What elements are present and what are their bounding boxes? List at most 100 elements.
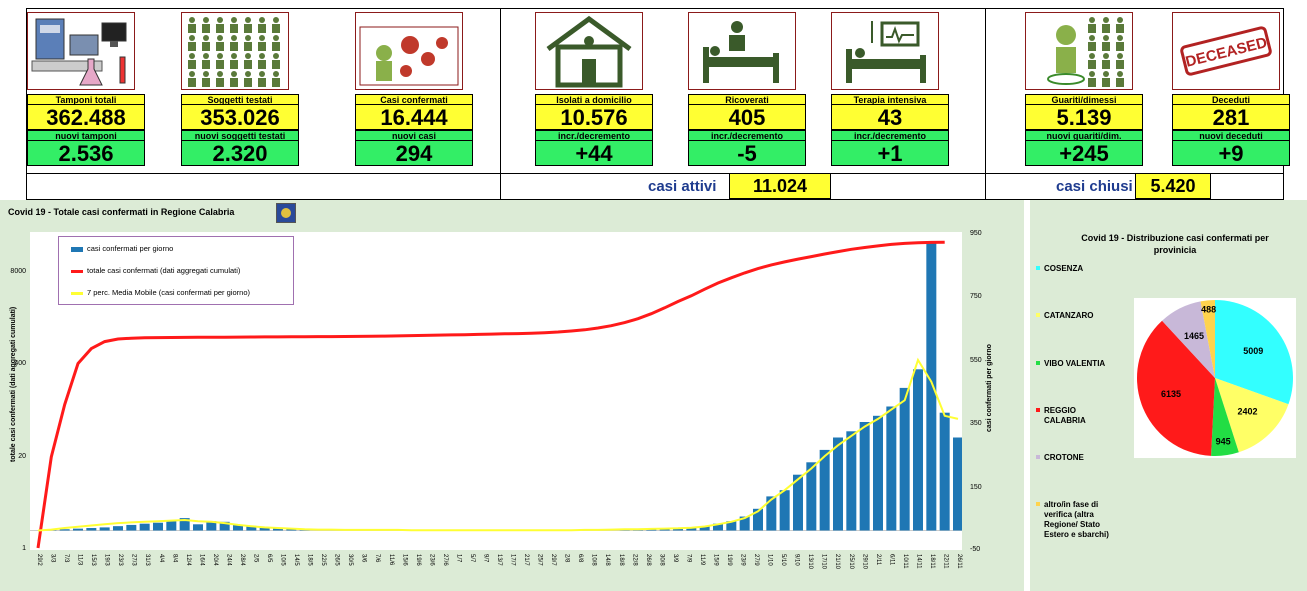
x-tick-label: 2/8 xyxy=(564,554,570,563)
daily-bar xyxy=(913,369,923,531)
daily-bar xyxy=(233,524,243,531)
daily-bar xyxy=(179,518,190,531)
closed-cases-label: casi chiusi xyxy=(1056,178,1133,195)
province-pie: 5009 2402 945 6135 1465 488 xyxy=(1137,300,1293,457)
stat-sublabel: incr./decremento xyxy=(688,130,806,141)
pie-value-label: 488 xyxy=(1201,305,1216,315)
x-tick-label: 22/8 xyxy=(631,554,637,566)
daily-bar xyxy=(686,527,697,531)
virus-person-icon xyxy=(355,12,463,90)
y2-tick: 950 xyxy=(970,230,982,237)
x-tick-label: 13/10 xyxy=(807,554,813,570)
pie-title: Covid 19 - Distribuzione casi confermati… xyxy=(1081,233,1269,255)
daily-bar xyxy=(153,522,163,531)
daily-bar xyxy=(673,528,683,531)
x-tick-label: 2/11 xyxy=(875,554,881,566)
summary-panel: DECEASED Tamponi totali 362.488 nuovi ta… xyxy=(26,8,1290,200)
group-divider xyxy=(500,9,501,199)
stat-sublabel: nuovi tamponi xyxy=(27,130,145,141)
x-tick-label: 15/9 xyxy=(712,554,718,566)
daily-bar xyxy=(59,529,70,531)
daily-bar xyxy=(886,406,897,531)
x-tick-label: 18/5 xyxy=(307,554,313,566)
stat-label: Terapia intensiva xyxy=(831,94,949,105)
x-tick-label: 7/9 xyxy=(685,554,691,563)
x-tick-label: 22/11 xyxy=(942,554,948,569)
x-tick-label: 27/6 xyxy=(442,554,448,566)
x-tick-label: 7/3 xyxy=(63,554,69,563)
x-tick-label: 23/3 xyxy=(117,554,123,566)
legend-label: totale casi confermati (dati aggregati c… xyxy=(87,266,241,275)
x-axis-labels: 29/2 3/3 7/3 11/3 15/3 19/3 23/3 27/3 31/3 4/4 8/4… xyxy=(36,554,962,570)
daily-bar xyxy=(846,431,857,531)
chart-legend: casi confermati per giorno totale casi c… xyxy=(58,236,294,305)
daily-bar xyxy=(259,527,270,531)
x-tick-label: 3/6 xyxy=(361,554,367,563)
stat-label: Casi confermati xyxy=(355,94,473,105)
stat-sublabel: nuovi soggetti testati xyxy=(181,130,299,141)
daily-bar xyxy=(73,528,83,531)
pie-legend-label: COSENZA xyxy=(1044,264,1084,273)
daily-bar xyxy=(86,528,97,531)
daily-bar xyxy=(953,437,963,531)
pie-slice xyxy=(1211,378,1239,457)
x-tick-label: 10/11 xyxy=(902,554,908,569)
legend-swatch xyxy=(71,269,83,273)
stat-value: 5.139 xyxy=(1025,105,1143,130)
x-tick-label: 17/7 xyxy=(510,554,516,566)
x-tick-label: 6/11 xyxy=(888,554,894,566)
x-tick-label: 15/6 xyxy=(401,554,407,566)
x-tick-label: 24/4 xyxy=(225,554,231,566)
stat-value: 281 xyxy=(1172,105,1290,130)
x-tick-label: 3/9 xyxy=(672,554,678,563)
x-tick-label: 9/7 xyxy=(482,554,488,563)
daily-bar xyxy=(819,449,830,531)
x-tick-label: 21/10 xyxy=(834,554,840,570)
deceased-stamp-icon: DECEASED xyxy=(1172,12,1280,90)
x-tick-label: 25/10 xyxy=(848,554,854,570)
daily-bar xyxy=(126,524,137,531)
daily-bar xyxy=(699,526,710,531)
stat-terapia: Terapia intensiva 43 incr./decremento +1 xyxy=(831,94,949,166)
x-tick-label: 30/5 xyxy=(347,554,353,566)
region-emblem-icon xyxy=(276,203,296,223)
stat-subvalue: +44 xyxy=(535,141,653,166)
x-tick-label: 18/11 xyxy=(929,554,935,569)
y-axis-label: totale casi confermati (dati aggregati c… xyxy=(10,306,17,462)
daily-bar xyxy=(246,525,257,531)
icu-bed-icon xyxy=(831,12,939,90)
legend-label: 7 perc. Media Mobile (casi confermati pe… xyxy=(87,288,250,297)
stat-sublabel: incr./decremento xyxy=(831,130,949,141)
x-tick-label: 28/4 xyxy=(239,554,245,566)
daily-bar xyxy=(139,523,150,531)
x-tick-label: 27/9 xyxy=(753,554,759,566)
x-tick-label: 14/11 xyxy=(915,554,921,569)
daily-bar xyxy=(859,422,870,531)
daily-bar xyxy=(939,412,950,531)
pie-slice xyxy=(1215,300,1293,405)
stat-soggetti: Soggetti testati 353.026 nuovi soggetti … xyxy=(181,94,299,166)
recovered-person-icon xyxy=(1025,12,1133,90)
x-tick-label: 31/3 xyxy=(144,554,150,566)
daily-bar xyxy=(713,523,723,531)
pie-legend-label: CROTONE xyxy=(1044,453,1084,462)
pie-slice xyxy=(1137,320,1215,456)
legend-item-cumulative: totale casi confermati (dati aggregati c… xyxy=(71,266,240,276)
daily-bar xyxy=(739,516,750,531)
daily-bar xyxy=(779,490,790,531)
daily-bar xyxy=(753,508,763,531)
x-tick-label: 26/5 xyxy=(334,554,340,566)
cumulative-line xyxy=(36,240,945,549)
y-tick: 400 xyxy=(14,360,26,367)
pie-value-label: 945 xyxy=(1216,436,1231,446)
legend-swatch xyxy=(1036,502,1040,506)
stat-ricoverati: Ricoverati 405 incr./decremento -5 xyxy=(688,94,806,166)
legend-swatch xyxy=(1036,313,1040,317)
legend-swatch xyxy=(1036,455,1040,459)
daily-bar xyxy=(166,521,177,531)
stat-tamponi: Tamponi totali 362.488 nuovi tamponi 2.5… xyxy=(27,94,145,166)
y-tick: 20 xyxy=(18,453,26,460)
x-tick-label: 29/7 xyxy=(550,554,556,566)
x-tick-label: 17/10 xyxy=(821,554,827,570)
active-cases-label: casi attivi xyxy=(648,178,717,195)
